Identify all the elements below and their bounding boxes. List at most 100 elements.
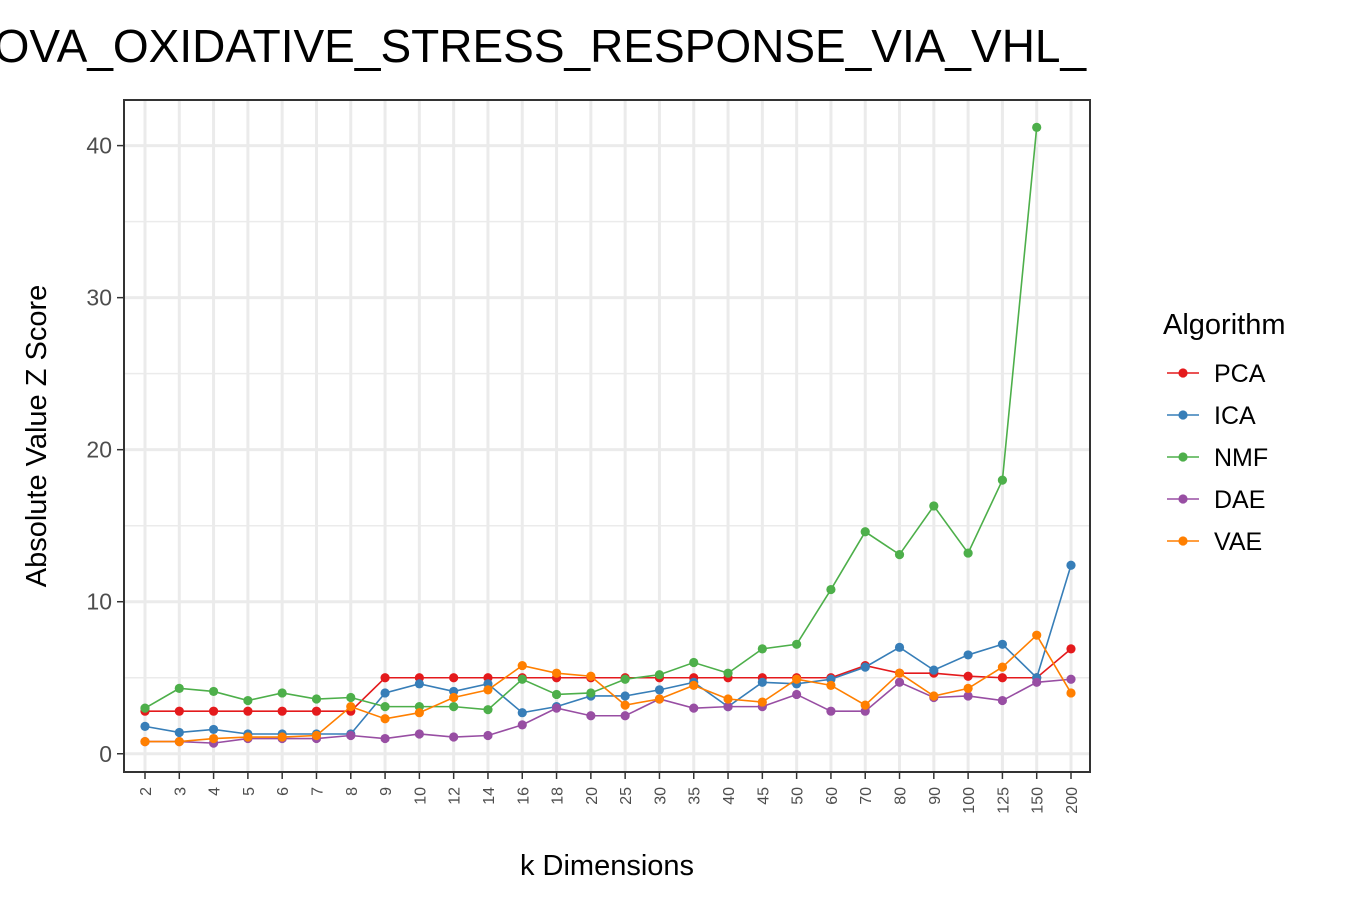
x-tick-label: 6 xyxy=(275,787,292,796)
data-point-ica xyxy=(963,650,973,660)
data-point-nmf xyxy=(620,674,630,684)
data-point-vae xyxy=(140,736,150,747)
legend-key-point xyxy=(1178,536,1188,546)
data-point-vae xyxy=(586,671,596,681)
data-point-vae xyxy=(997,662,1008,672)
legend-key-point xyxy=(1178,452,1188,462)
data-point-pca xyxy=(963,671,973,681)
data-point-vae xyxy=(860,700,870,710)
data-point-nmf xyxy=(963,548,973,558)
x-axis-title: k Dimensions xyxy=(520,850,694,882)
legend-label: ICA xyxy=(1214,402,1256,430)
data-point-ica xyxy=(620,691,630,701)
data-point-nmf xyxy=(826,584,836,595)
data-point-nmf xyxy=(517,674,527,684)
data-point-vae xyxy=(894,668,905,678)
data-point-nmf xyxy=(792,639,802,649)
data-point-vae xyxy=(311,730,322,741)
series-line-ica xyxy=(144,564,1072,735)
data-point-dae xyxy=(792,689,802,700)
data-point-ica xyxy=(414,679,424,689)
data-point-dae xyxy=(483,730,493,741)
data-point-ica xyxy=(140,721,150,731)
data-point-vae xyxy=(963,683,973,693)
data-point-vae xyxy=(414,708,424,718)
data-point-vae xyxy=(654,694,665,704)
data-point-dae xyxy=(1032,677,1042,687)
data-point-dae xyxy=(414,729,424,739)
y-tick-label: 10 xyxy=(86,589,112,615)
data-point-nmf xyxy=(174,683,184,693)
series-layer xyxy=(140,122,1076,748)
data-point-ica xyxy=(654,685,665,695)
legend-label: VAE xyxy=(1214,528,1262,556)
data-point-ica xyxy=(894,642,905,652)
data-point-vae xyxy=(483,685,493,695)
data-point-ica xyxy=(757,677,767,687)
data-point-ica xyxy=(1066,560,1076,570)
series-vae xyxy=(140,630,1076,747)
data-point-nmf xyxy=(140,703,150,713)
x-tick-label: 8 xyxy=(344,787,361,796)
data-point-dae xyxy=(380,733,390,744)
x-tick-label: 35 xyxy=(687,787,704,805)
data-point-vae xyxy=(1066,688,1076,698)
data-point-vae xyxy=(1032,630,1042,640)
data-point-nmf xyxy=(208,686,219,697)
x-tick-label: 5 xyxy=(241,787,258,796)
data-point-nmf xyxy=(277,688,287,698)
data-point-vae xyxy=(380,714,390,724)
data-point-vae xyxy=(243,732,253,742)
x-tick-label: 3 xyxy=(172,787,189,796)
data-point-nmf xyxy=(243,695,253,706)
data-point-nmf xyxy=(997,475,1008,485)
data-point-pca xyxy=(311,706,322,716)
data-point-dae xyxy=(551,703,562,713)
data-point-dae xyxy=(963,691,973,701)
x-tick-label: 20 xyxy=(584,787,601,805)
data-point-dae xyxy=(1066,674,1076,684)
data-point-vae xyxy=(826,680,836,690)
data-point-dae xyxy=(517,720,527,730)
legend-key-point xyxy=(1178,494,1188,504)
data-point-vae xyxy=(277,732,287,742)
data-point-vae xyxy=(208,733,219,744)
x-tick-label: 40 xyxy=(721,787,738,805)
data-point-pca xyxy=(449,673,459,683)
data-point-vae xyxy=(449,692,459,703)
data-point-pca xyxy=(277,706,287,716)
data-point-nmf xyxy=(380,702,390,712)
x-tick-label: 45 xyxy=(755,787,772,805)
x-tick-label: 100 xyxy=(961,787,978,814)
data-point-pca xyxy=(380,673,390,683)
legend-item-nmf: NMF xyxy=(1167,444,1268,472)
data-point-nmf xyxy=(689,657,699,668)
data-point-nmf xyxy=(586,688,596,698)
legend-item-ica: ICA xyxy=(1167,402,1256,430)
legend-label: DAE xyxy=(1214,486,1265,514)
data-point-vae xyxy=(551,668,562,678)
chart-title: LOVA_OXIDATIVE_STRESS_RESPONSE_VIA_VHL_ xyxy=(0,20,1088,72)
data-point-nmf xyxy=(723,668,733,678)
series-line-vae xyxy=(145,633,1072,743)
data-point-pca xyxy=(174,706,184,716)
legend-label: PCA xyxy=(1214,360,1266,388)
x-tick-label: 70 xyxy=(858,787,875,805)
x-tick-label: 30 xyxy=(652,787,669,805)
legend-item-pca: PCA xyxy=(1167,360,1266,388)
x-tick-label: 50 xyxy=(790,787,807,805)
data-point-ica xyxy=(860,662,870,672)
data-point-dae xyxy=(689,703,699,713)
y-tick-label: 20 xyxy=(86,437,112,463)
data-point-dae xyxy=(586,711,596,721)
data-point-ica xyxy=(380,688,390,698)
x-tick-label: 18 xyxy=(550,787,567,805)
panel-border xyxy=(123,99,1091,773)
data-point-ica xyxy=(997,639,1008,649)
x-tick-label: 14 xyxy=(481,787,498,805)
data-point-nmf xyxy=(894,549,905,560)
data-point-nmf xyxy=(483,705,493,715)
data-point-nmf xyxy=(654,670,665,680)
data-point-nmf xyxy=(449,702,459,712)
